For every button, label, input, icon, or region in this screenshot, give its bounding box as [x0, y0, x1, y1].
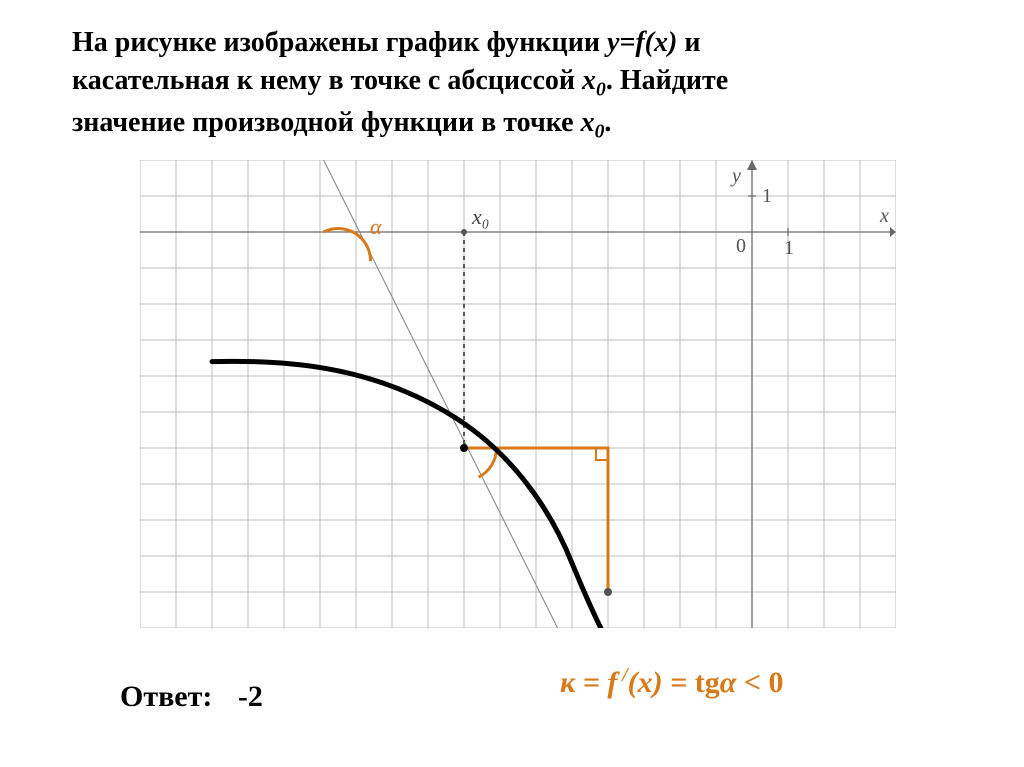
y-axis-label: y	[730, 165, 741, 187]
y-axis-arrow	[747, 160, 757, 170]
t2: касательная к нему в точке с абсциссой	[72, 65, 582, 96]
formula-k: к	[560, 666, 575, 699]
x-tick-label-1: 1	[784, 237, 794, 259]
derivative-chart: y x 1 0 1 x₀ α	[140, 160, 896, 628]
formula-eq1: =	[575, 666, 607, 699]
x-axis-arrow	[890, 227, 896, 237]
triangle-end-point	[604, 588, 612, 596]
tangent-angle-arc	[479, 448, 497, 477]
formula-arg: (x)	[628, 666, 663, 699]
problem-text: На рисунке изображены график функции y=f…	[72, 24, 952, 146]
formula-prime: /	[617, 665, 627, 686]
x0a: x	[582, 65, 596, 96]
alpha-label: α	[370, 214, 382, 239]
formula-alpha: α	[720, 666, 737, 699]
x-axis-label: x	[879, 205, 889, 227]
t2b: . Найдите	[606, 65, 728, 96]
x0a-sub: 0	[596, 79, 606, 100]
t3b: .	[604, 107, 611, 138]
formula-eq2: =	[663, 666, 695, 699]
answer-label: Ответ:	[120, 680, 212, 713]
formula-zero: 0	[768, 666, 783, 699]
slope-formula: к = f /(x) = tgα < 0	[560, 665, 783, 700]
y-tick-label-1: 1	[762, 185, 772, 207]
x0b: x	[581, 107, 595, 138]
fn1: y=f(x)	[607, 27, 677, 58]
t1: На рисунке изображены график функции	[72, 27, 607, 58]
formula-lt: <	[736, 666, 768, 699]
x0-label: x₀	[471, 204, 489, 229]
right-angle-marker	[596, 448, 608, 460]
answer-block: Ответ: -2	[120, 680, 263, 714]
t3: значение производной функции в точке	[72, 107, 581, 138]
origin-label: 0	[736, 235, 746, 257]
function-curve	[212, 361, 601, 628]
x0-axis-point	[461, 229, 467, 235]
formula-f: f	[607, 666, 617, 699]
t1b: и	[677, 27, 700, 58]
alpha-arc	[324, 229, 371, 262]
answer-value: -2	[238, 680, 263, 714]
tangent-point	[460, 444, 468, 452]
tangent-line	[302, 160, 687, 628]
x0b-sub: 0	[595, 121, 605, 142]
formula-tg: tg	[695, 666, 720, 699]
